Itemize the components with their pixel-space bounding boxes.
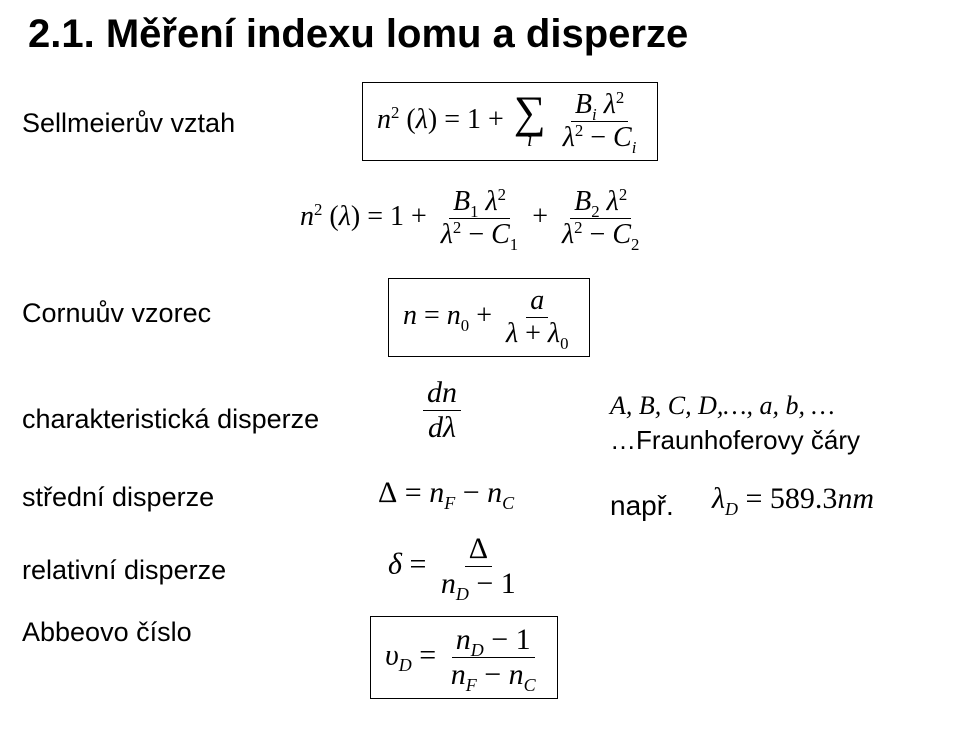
sub-1: 1: [470, 202, 478, 221]
sym-n3: n: [403, 300, 417, 331]
sub-F: F: [444, 493, 455, 513]
label-cornu: Cornuův vzorec: [22, 298, 211, 329]
sym-lambda5: λ: [485, 186, 497, 217]
sym-Delta2: Δ: [469, 532, 488, 565]
frac-abbe: nD − 1 nF − nC: [447, 625, 540, 690]
sym-lambda8: λ: [562, 219, 574, 250]
math-cornu: n = n0 + a λ + λ0: [403, 287, 575, 348]
sym-dlambda: dλ: [424, 411, 460, 443]
sum-index: i: [527, 132, 533, 148]
formula-lambda-d: λD = 589.3nm: [712, 482, 874, 516]
val-589: 589.3: [770, 482, 838, 515]
note-constants-line1: A, B, C, D,…, a, b, …: [610, 391, 835, 420]
sym-nD2: n: [456, 623, 471, 656]
math-sellmeier-sum: n2 (λ) = 1 + ∑ i Bi λ2 λ2 − Ci: [377, 91, 643, 152]
frac-term1: B1 λ2 λ2 − C1: [437, 188, 522, 249]
sym-lambda4: λ: [339, 201, 351, 232]
page-title: 2.1. Měření indexu lomu a disperze: [28, 12, 688, 57]
sub-1b: 1: [510, 235, 518, 254]
sym-n: n: [377, 104, 391, 135]
label-sellmeier: Sellmeierův vztah: [22, 108, 235, 139]
unit-nm: nm: [837, 482, 874, 515]
label-abbe: Abbeovo číslo: [22, 617, 192, 648]
sym-n4: n: [447, 300, 461, 331]
sum-icon: ∑ i: [514, 95, 546, 149]
sym-C: C: [613, 122, 632, 153]
sym-nF2: n: [451, 658, 466, 691]
formula-sellmeier-sum: n2 (λ) = 1 + ∑ i Bi λ2 λ2 − Ci: [362, 82, 658, 161]
math-rel: δ = Δ nD − 1: [388, 534, 523, 599]
sub-D2: D: [399, 655, 412, 675]
sym-n2: n: [300, 201, 314, 232]
label-stredni-disp: střední disperze: [22, 482, 214, 513]
sym-C1: C: [491, 219, 510, 250]
sub-i: i: [592, 105, 597, 124]
math-sellmeier-two: n2 (λ) = 1 + B1 λ2 λ2 − C1 + B2 λ2 λ2: [300, 188, 646, 249]
sym-lambda10: λ: [548, 318, 560, 349]
sym-B1: B: [453, 186, 470, 217]
label-rel-disp: relativní disperze: [22, 555, 226, 586]
sym-delta: δ: [388, 547, 402, 580]
frac-dn-dl: dn dλ: [423, 378, 461, 443]
sym-lambda6: λ: [441, 219, 453, 250]
formula-char-disp: dn dλ: [420, 378, 464, 443]
formula-cornu: n = n0 + a λ + λ0: [388, 278, 590, 357]
sub-D4: D: [725, 499, 738, 519]
math-char-disp: dn dλ: [420, 378, 464, 443]
sym-lambda9: λ: [506, 318, 518, 349]
sym-one: 1: [467, 104, 481, 135]
sym-a: a: [530, 285, 544, 316]
sym-lambda2: λ: [604, 89, 616, 120]
sym-nD: n: [441, 567, 456, 600]
note-constants: A, B, C, D,…, a, b, … …Fraunhoferovy čár…: [610, 388, 860, 458]
sub-D3: D: [471, 640, 484, 660]
sym-lambda-D: λ: [712, 482, 725, 515]
formula-rel-disp: δ = Δ nD − 1: [388, 534, 523, 599]
sym-nC: n: [487, 476, 502, 509]
sym-Delta: Δ: [378, 476, 397, 509]
sym-nu: υ: [385, 638, 399, 671]
sym-one4: 1: [516, 623, 531, 656]
sub-0b: 0: [560, 334, 568, 353]
sym-nF: n: [429, 476, 444, 509]
sub-i2: i: [632, 138, 637, 157]
formula-abbe: υD = nD − 1 nF − nC: [370, 616, 558, 699]
sub-D: D: [456, 584, 469, 604]
sub-0: 0: [461, 316, 469, 335]
sym-C2: C: [612, 219, 631, 250]
frac-cornu: a λ + λ0: [502, 287, 572, 348]
sym-nC2: n: [509, 658, 524, 691]
sym-B2: B: [574, 186, 591, 217]
math-lambda-d: λD = 589.3nm: [712, 482, 874, 516]
sym-lambda3: λ: [563, 122, 575, 153]
sub-2: 2: [591, 202, 599, 221]
sym-one2: 1: [390, 201, 404, 232]
frac-term2: B2 λ2 λ2 − C2: [558, 188, 643, 249]
math-abbe: υD = nD − 1 nF − nC: [385, 625, 543, 690]
sym-one3: 1: [501, 567, 516, 600]
sub-C2: C: [524, 675, 536, 695]
math-stredni: Δ = nF − nC: [378, 476, 514, 510]
sym-dn: dn: [423, 378, 461, 411]
sym-lambda: λ: [416, 104, 428, 135]
sym-lambda7: λ: [607, 186, 619, 217]
frac-sellmeier-sum: Bi λ2 λ2 − Ci: [559, 91, 641, 152]
formula-sellmeier-two: n2 (λ) = 1 + B1 λ2 λ2 − C1 + B2 λ2 λ2: [300, 188, 646, 249]
sym-B: B: [575, 89, 592, 120]
formula-stredni-disp: Δ = nF − nC: [378, 476, 514, 510]
label-napr: např.: [610, 490, 674, 522]
note-constants-line2: …Fraunhoferovy čáry: [610, 425, 860, 455]
sub-F2: F: [466, 675, 477, 695]
sub-2b: 2: [631, 235, 639, 254]
sub-C: C: [502, 493, 514, 513]
label-char-disp: charakteristická disperze: [22, 404, 319, 435]
frac-rel: Δ nD − 1: [437, 534, 520, 599]
